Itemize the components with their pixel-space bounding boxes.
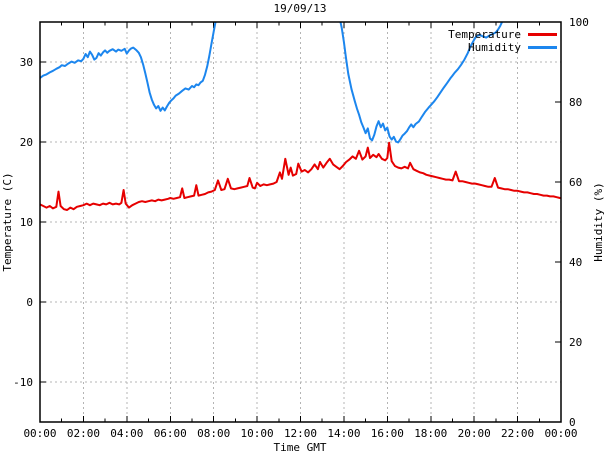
gridlines [40,22,561,422]
chart-title: 19/09/13 [274,2,327,15]
y-left-tick-label: 20 [20,136,33,149]
legend-label-humidity: Humidity [468,41,521,54]
humidity-line [40,22,504,144]
x-tick-label: 16:00 [371,427,404,440]
x-axis-label: Time GMT [274,441,327,454]
temperature-line [40,141,561,211]
y-left-tick-label: -10 [13,376,33,389]
axis-tick-labels: 00:00 02:00 04:00 06:00 08:00 10:00 12:00 14:00… [13,16,589,440]
x-tick-label: 10:00 [241,427,274,440]
x-tick-label: 08:00 [197,427,230,440]
x-tick-label: 20:00 [458,427,491,440]
y-right-tick-label: 80 [569,96,582,109]
y-right-tick-label: 0 [569,416,576,429]
y-right-tick-label: 20 [569,336,582,349]
x-tick-label: 04:00 [110,427,143,440]
y-right-tick-label: 40 [569,256,582,269]
y-right-tick-label: 100 [569,16,589,29]
y-left-tick-label: 0 [26,296,33,309]
x-tick-label: 06:00 [154,427,187,440]
y-right-tick-label: 60 [569,176,582,189]
x-tick-label: 12:00 [284,427,317,440]
x-tick-label: 02:00 [67,427,100,440]
x-tick-label: 00:00 [23,427,56,440]
y-left-tick-label: 30 [20,56,33,69]
x-tick-label: 00:00 [544,427,577,440]
x-tick-label: 22:00 [501,427,534,440]
plot-border [39,21,562,423]
legend: Temperature Humidity [448,28,557,54]
x-tick-label: 18:00 [414,427,447,440]
legend-label-temperature: Temperature [448,28,521,41]
left-y-axis-label: Temperature (C) [1,172,14,271]
x-tick-label: 14:00 [327,427,360,440]
y-left-tick-label: 10 [20,216,33,229]
data-series [40,22,561,211]
right-y-axis-label: Humidity (%) [592,182,605,261]
